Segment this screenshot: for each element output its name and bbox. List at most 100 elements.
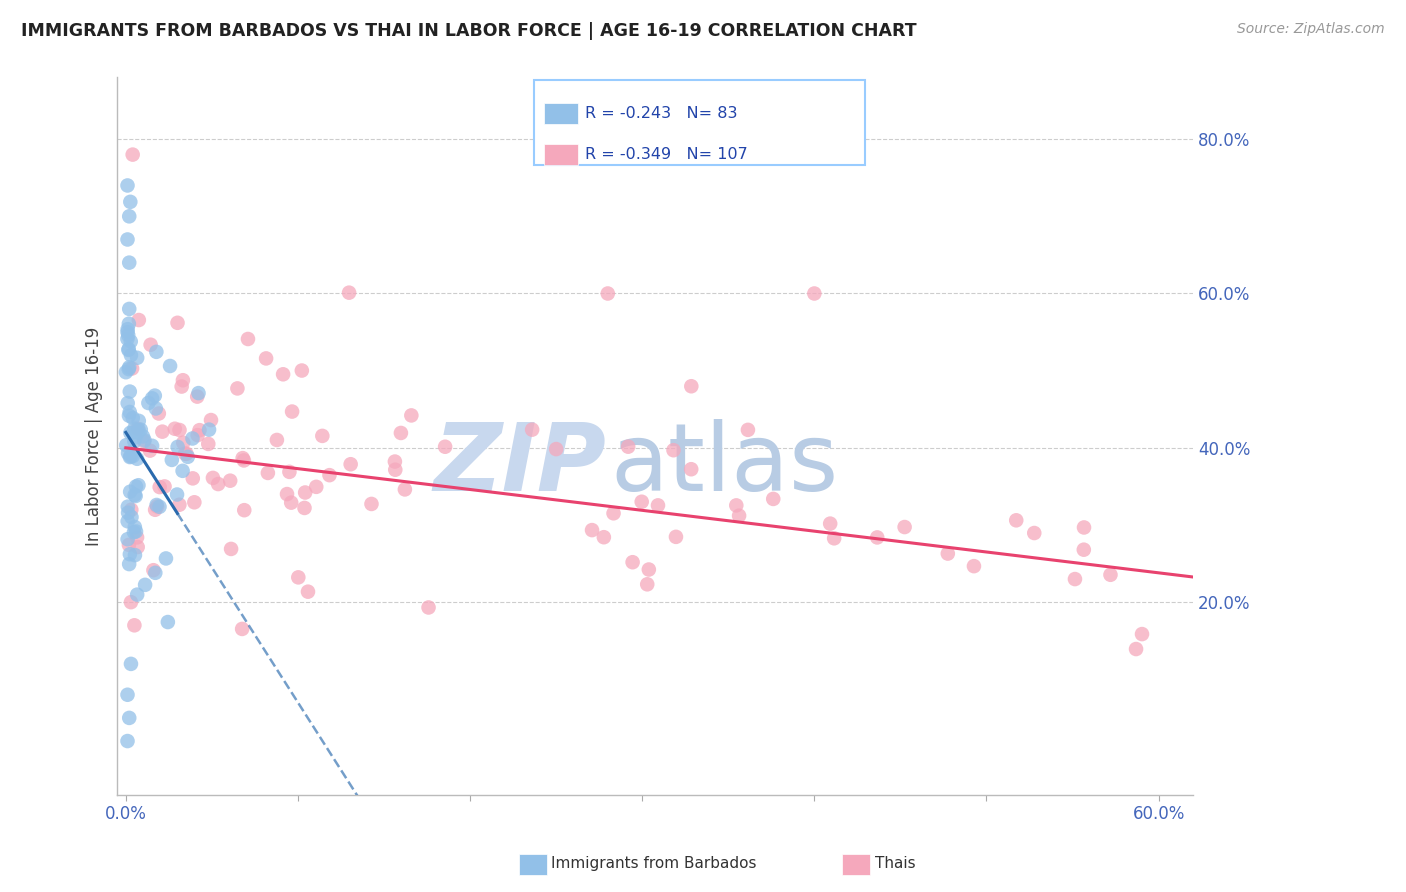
Point [188, 423, 211, 437]
Point [120, 194, 142, 209]
Point [963, 559, 986, 574]
Point [142, 563, 165, 577]
Point [138, 396, 160, 410]
Point [124, 430, 146, 444]
Point [121, 361, 143, 376]
Point [186, 390, 208, 404]
Point [124, 548, 146, 562]
Point [181, 432, 204, 446]
Point [149, 480, 172, 494]
Text: Source: ZipAtlas.com: Source: ZipAtlas.com [1237, 22, 1385, 37]
Point [143, 566, 166, 580]
Point [621, 555, 644, 569]
Point [118, 255, 141, 269]
Point [118, 405, 141, 419]
Point [148, 407, 170, 421]
Point [172, 435, 194, 450]
Point [124, 489, 146, 503]
Point [1099, 567, 1122, 582]
Point [124, 488, 146, 502]
Point [124, 421, 146, 435]
Point [281, 404, 304, 418]
Point [117, 232, 139, 246]
Point [737, 423, 759, 437]
Point [276, 487, 298, 501]
Point [257, 466, 280, 480]
Point [118, 360, 141, 375]
Point [124, 520, 146, 534]
Point [153, 479, 176, 493]
Point [384, 463, 406, 477]
Point [118, 210, 141, 224]
Point [823, 531, 845, 545]
Point [125, 530, 148, 544]
Point [132, 429, 155, 443]
Point [271, 368, 294, 382]
Point [266, 433, 288, 447]
Point [662, 443, 685, 458]
Point [134, 578, 156, 592]
Point [127, 478, 149, 492]
Point [418, 600, 440, 615]
Point [287, 570, 309, 584]
Point [117, 396, 139, 410]
Point [120, 484, 142, 499]
Point [124, 618, 146, 632]
Point [121, 449, 143, 463]
Point [1064, 572, 1087, 586]
Point [117, 322, 139, 336]
Point [725, 499, 748, 513]
Point [120, 657, 142, 671]
Point [169, 498, 191, 512]
Point [232, 451, 254, 466]
Point [127, 588, 149, 602]
Point [127, 422, 149, 436]
Point [117, 533, 139, 547]
Text: atlas: atlas [610, 419, 838, 511]
Point [207, 477, 229, 491]
Point [294, 500, 316, 515]
Point [592, 530, 614, 544]
Point [294, 485, 316, 500]
Point [117, 343, 139, 357]
Point [278, 465, 301, 479]
Point [150, 425, 173, 439]
Point [120, 595, 142, 609]
Point [201, 471, 224, 485]
Point [181, 471, 204, 485]
Point [231, 622, 253, 636]
Point [311, 429, 333, 443]
Point [121, 411, 143, 425]
Point [118, 547, 141, 561]
Point [122, 525, 145, 540]
Point [197, 437, 219, 451]
Point [172, 373, 194, 387]
Point [127, 351, 149, 365]
Point [170, 379, 193, 393]
Point [117, 500, 139, 514]
Point [337, 285, 360, 300]
Point [187, 428, 209, 442]
Point [127, 425, 149, 440]
Point [117, 328, 139, 343]
Point [174, 447, 197, 461]
Point [339, 457, 361, 471]
Point [166, 487, 188, 501]
Point [127, 540, 149, 554]
Point [254, 351, 277, 366]
Point [120, 450, 142, 464]
Point [1073, 542, 1095, 557]
Point [665, 530, 688, 544]
Point [166, 440, 188, 454]
Text: ZIP: ZIP [434, 419, 607, 511]
Point [159, 359, 181, 373]
Point [280, 496, 302, 510]
Point [118, 538, 141, 552]
Point [163, 422, 186, 436]
Point [681, 462, 703, 476]
Point [200, 413, 222, 427]
Point [118, 384, 141, 399]
Point [117, 506, 139, 520]
Point [129, 423, 152, 437]
Point [125, 451, 148, 466]
